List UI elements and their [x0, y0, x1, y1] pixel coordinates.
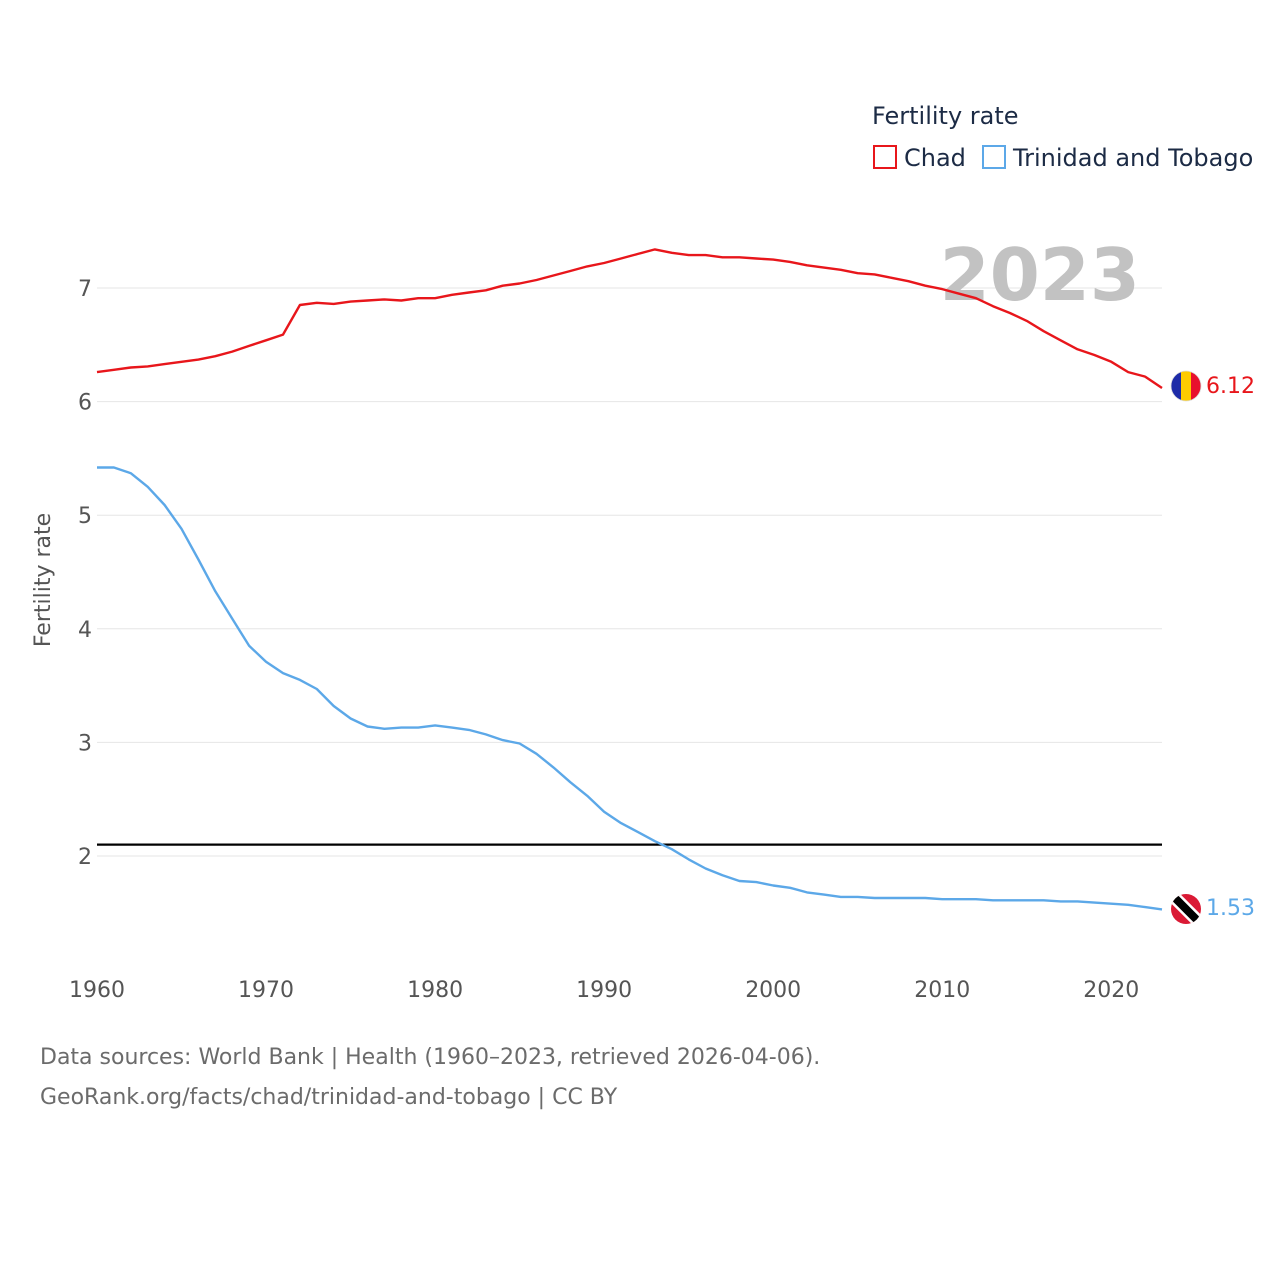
footer-sources: Data sources: World Bank | Health (1960–…: [40, 1045, 821, 1070]
x-tick-label: 2010: [914, 978, 970, 1003]
legend-label-trinidad-and-tobago[interactable]: Trinidad and Tobago: [1012, 144, 1253, 172]
y-axis-ticks: 2 3 4 5 6 7: [78, 277, 92, 870]
chad-end-value: 6.12: [1206, 374, 1255, 399]
trinidad-and-tobago-end-value: 1.53: [1206, 896, 1255, 921]
y-tick-label: 6: [78, 391, 92, 416]
chad-flag-border: [1170, 370, 1202, 402]
y-axis-label: Fertility rate: [31, 513, 56, 647]
series-lines: [96, 248, 1163, 911]
x-tick-label: 1990: [576, 978, 632, 1003]
y-tick-label: 2: [78, 845, 92, 870]
legend-title: Fertility rate: [872, 102, 1019, 130]
x-axis-ticks: 1960 1970 1980 1990 2000 2010 2020: [69, 978, 1139, 1003]
legend-swatch-trinidad-and-tobago[interactable]: [982, 145, 1006, 169]
trinidad-and-tobago-flag-icon: [1171, 894, 1201, 924]
year-label: 2023: [940, 233, 1140, 317]
legend-swatch-chad[interactable]: [873, 145, 897, 169]
y-tick-label: 5: [78, 504, 92, 529]
fertility-rate-chart: 2 3 4 5 6 7 1960 1970 1980 1990 2000 2010 2020 Fert…: [31, 102, 1255, 1003]
y-tick-label: 7: [78, 277, 92, 302]
y-tick-label: 4: [78, 618, 92, 643]
series-line-chad[interactable]: [96, 248, 1163, 389]
x-tick-label: 1960: [69, 978, 125, 1003]
x-tick-label: 1970: [238, 978, 294, 1003]
gridlines: [97, 287, 1162, 857]
series-line-trinidad-and-tobago[interactable]: [97, 466, 1163, 911]
legend-label-chad[interactable]: Chad: [904, 144, 966, 172]
x-tick-label: 2000: [745, 978, 801, 1003]
x-tick-label: 2020: [1083, 978, 1139, 1003]
footer-url: GeoRank.org/facts/chad/trinidad-and-toba…: [40, 1085, 618, 1110]
x-tick-label: 1980: [407, 978, 463, 1003]
legend: Fertility rate Chad Trinidad and Tobago: [872, 102, 1253, 172]
chad-flag-icon: [1171, 371, 1201, 401]
y-tick-label: 3: [78, 731, 92, 756]
